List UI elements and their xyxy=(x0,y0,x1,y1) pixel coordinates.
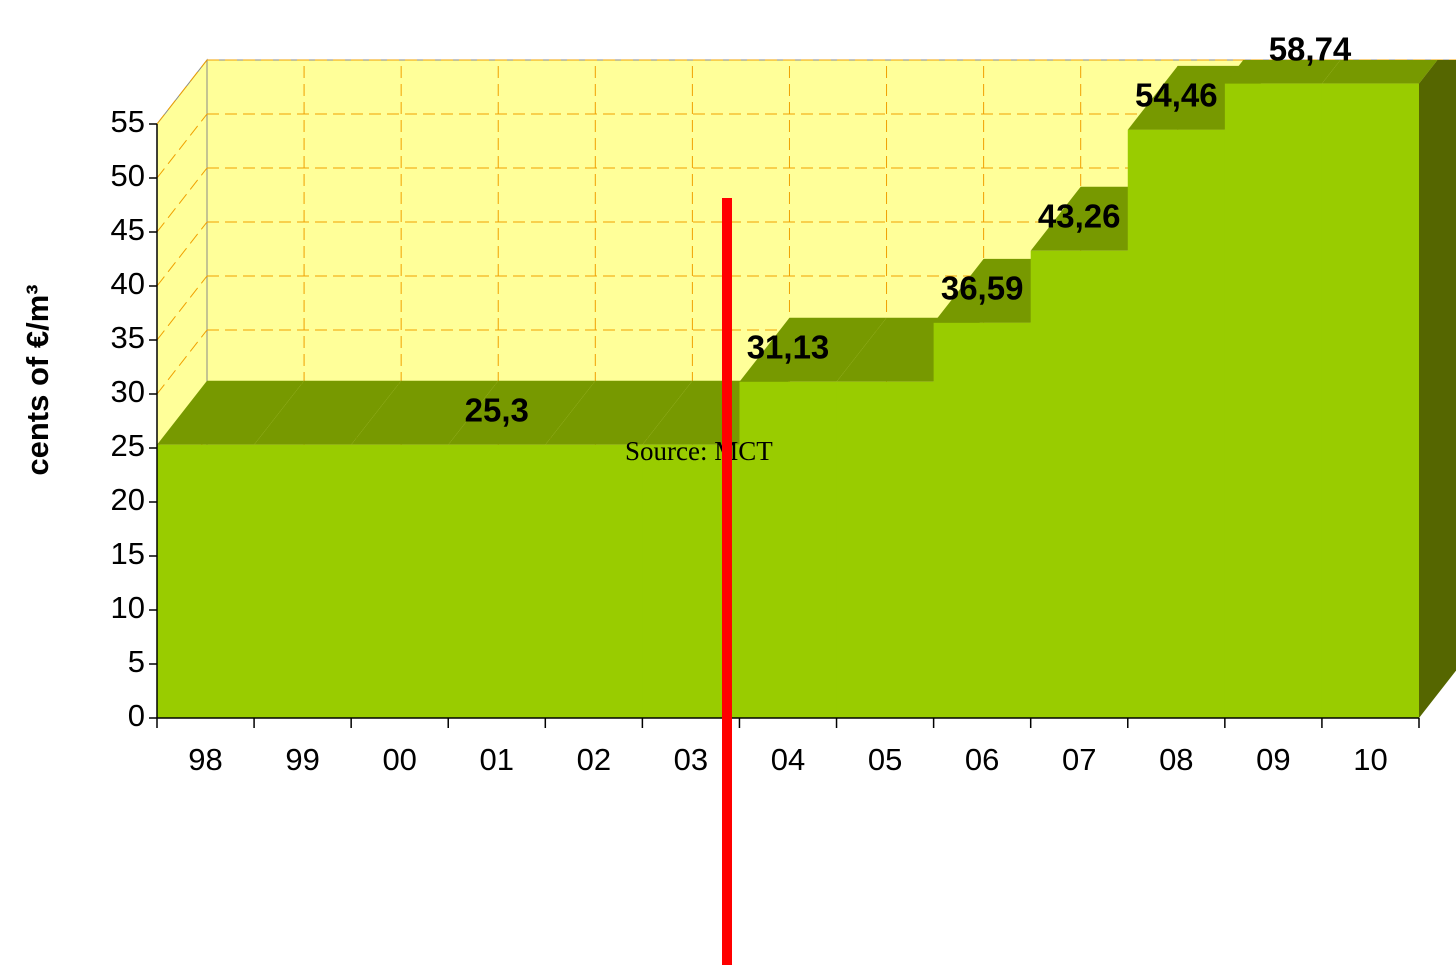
value-label: 31,13 xyxy=(747,329,830,366)
area-front xyxy=(448,444,546,718)
grid-line-side xyxy=(156,167,208,233)
grid-line-side xyxy=(156,221,208,287)
area-front xyxy=(739,381,838,718)
y-tick-label: 20 xyxy=(111,482,145,517)
x-tick-label: 08 xyxy=(1159,742,1193,777)
x-tick-label: 10 xyxy=(1353,742,1387,777)
x-tick-label: 05 xyxy=(868,742,902,777)
plot-area xyxy=(157,60,1456,719)
area-top xyxy=(448,380,596,445)
y-tick-label: 5 xyxy=(128,644,145,679)
x-tick-label: 02 xyxy=(577,742,611,777)
area-front xyxy=(351,444,449,718)
y-tick-label: 45 xyxy=(111,212,145,247)
grid-line-side xyxy=(156,59,208,125)
area-top xyxy=(157,380,305,445)
area-top xyxy=(545,380,693,445)
area-front xyxy=(836,381,935,718)
y-tick-label: 0 xyxy=(128,698,145,733)
area-top xyxy=(1321,60,1438,84)
area-top xyxy=(1224,60,1341,84)
value-label: 36,59 xyxy=(941,270,1024,307)
x-tick-label: 07 xyxy=(1062,742,1096,777)
y-tick-label: 15 xyxy=(111,536,145,571)
value-label: 25,3 xyxy=(465,391,529,428)
area-front xyxy=(1224,83,1323,718)
x-tick-label: 01 xyxy=(480,742,514,777)
y-tick-label: 25 xyxy=(111,428,145,463)
x-tick-label: 00 xyxy=(382,742,416,777)
x-tick-label: 98 xyxy=(188,742,222,777)
x-tick-label: 09 xyxy=(1256,742,1290,777)
area-front xyxy=(545,444,643,718)
y-tick-label: 35 xyxy=(111,320,145,355)
grid-line-side xyxy=(156,113,208,179)
y-tick-label: 50 xyxy=(111,158,145,193)
x-tick-label: 04 xyxy=(771,742,805,777)
value-label: 54,46 xyxy=(1135,77,1218,114)
area-front xyxy=(157,444,255,718)
y-tick-label: 30 xyxy=(111,374,145,409)
x-tick-label: 03 xyxy=(674,742,708,777)
area-side xyxy=(1419,60,1456,718)
x-tick-label: 06 xyxy=(965,742,999,777)
grid-line-side xyxy=(156,275,208,341)
y-axis-title: cents of €/m³ xyxy=(20,284,55,475)
value-label: 43,26 xyxy=(1038,198,1121,235)
area-front xyxy=(1030,250,1129,719)
area-front xyxy=(1127,129,1226,718)
area-front xyxy=(254,444,352,718)
y-tick-label: 55 xyxy=(111,104,145,139)
y-tick-label: 10 xyxy=(111,590,145,625)
area-top xyxy=(254,380,402,445)
area-top xyxy=(351,380,499,445)
x-tick-label: 99 xyxy=(285,742,319,777)
area-front xyxy=(1321,83,1420,718)
area-front xyxy=(933,322,1032,718)
grid-line-side xyxy=(156,329,208,395)
annotation: Source: MCT xyxy=(625,436,773,466)
area-top xyxy=(739,317,887,382)
y-tick-label: 40 xyxy=(111,266,145,301)
value-label: 58,74 xyxy=(1269,30,1352,67)
